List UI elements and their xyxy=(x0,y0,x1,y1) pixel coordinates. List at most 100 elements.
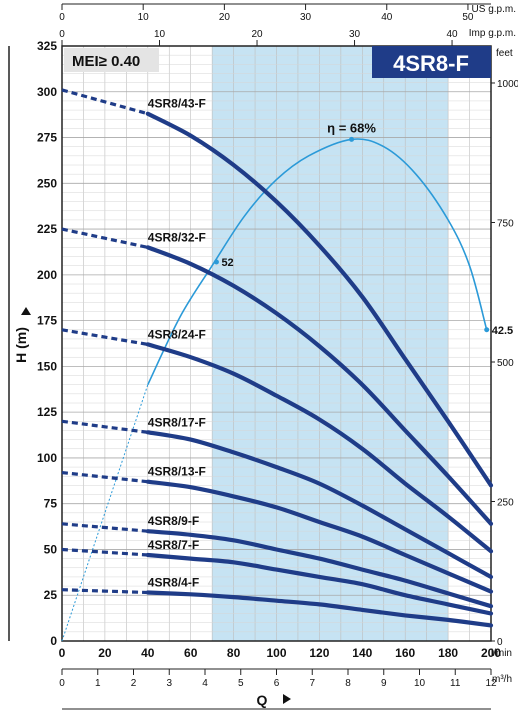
efficiency-point xyxy=(484,327,490,333)
y-tick-label: 25 xyxy=(44,588,58,602)
pump-curve-dashed xyxy=(61,88,149,116)
feet-tick-label: 750 xyxy=(497,218,514,229)
pump-curve xyxy=(145,245,494,526)
x-tick-label: 180 xyxy=(438,646,458,660)
y-tick-label: 175 xyxy=(37,314,57,328)
m3h-tick-label: 2 xyxy=(131,678,137,689)
us-tick-label: 0 xyxy=(59,12,65,23)
pump-curve-label: 4SR8/4-F xyxy=(148,575,199,589)
us-gpm-tick-labels: 0 10 20 30 40 50 xyxy=(59,4,474,23)
m3h-tick-labels: 0 1 2 3 4 5 6 7 8 9 10 11 12 xyxy=(59,668,497,689)
efficiency-curve xyxy=(147,138,488,386)
y-tick-label: 300 xyxy=(37,85,57,99)
x-tick-label: 140 xyxy=(352,646,372,660)
efficiency-peak-label: η = 68% xyxy=(327,120,376,135)
y-tick-label: 150 xyxy=(37,359,57,373)
model-badge-label: 4SR8-F xyxy=(393,51,469,76)
m3h-tick-label: 7 xyxy=(309,678,315,689)
pump-curve xyxy=(145,111,494,488)
pump-curve-label: 4SR8/7-F xyxy=(148,538,199,552)
m3h-tick-label: 12 xyxy=(485,678,497,689)
imp-tick-label: 30 xyxy=(349,29,361,40)
pump-curve-label: 4SR8/32-F xyxy=(148,230,206,244)
y-axis-title: H (m) xyxy=(13,327,29,363)
pump-curve xyxy=(145,342,494,554)
pump-curve-dashed xyxy=(61,419,148,434)
m3h-tick-label: 11 xyxy=(450,678,461,689)
y-tick-label: 125 xyxy=(37,405,57,419)
y-tick-label: 250 xyxy=(37,176,57,190)
efficiency-extrapolation-line xyxy=(61,384,149,642)
x-axis-title: Q xyxy=(257,692,268,708)
m3h-tick-label: 10 xyxy=(414,678,426,689)
efficiency-point-label: 42.5 xyxy=(492,325,513,337)
pump-curve-dashed xyxy=(61,588,148,595)
pump-curve-dashed xyxy=(61,547,148,557)
pump-curve-dashed xyxy=(61,227,149,249)
efficiency-curve-group: η = 68% 52 42.5 xyxy=(61,120,513,642)
pump-curve-label: 4SR8/43-F xyxy=(148,97,206,111)
us-tick-label: 30 xyxy=(300,12,312,23)
grid xyxy=(61,45,492,642)
x-tick-label: 80 xyxy=(227,646,241,660)
feet-tick-label: 0 xyxy=(497,637,503,648)
mei-label-box xyxy=(64,48,159,72)
us-tick-label: 40 xyxy=(381,12,393,23)
y-tick-label: 275 xyxy=(37,131,57,145)
x-tick-label: 20 xyxy=(98,646,112,660)
feet-tick-label: 1000 xyxy=(497,79,518,90)
pump-curve xyxy=(145,552,494,616)
feet-tick-label: 500 xyxy=(497,358,514,369)
x-tick-label: 60 xyxy=(184,646,198,660)
m3h-tick-label: 8 xyxy=(345,678,351,689)
x-tick-label: 0 xyxy=(59,646,66,660)
y-tick-label: 100 xyxy=(37,451,57,465)
m3h-tick-label: 5 xyxy=(238,678,244,689)
us-gpm-unit-label: US g.p.m. xyxy=(472,4,516,15)
y-tick-label: 75 xyxy=(44,497,58,511)
x-tick-label: 120 xyxy=(309,646,329,660)
pump-curve-label: 4SR8/13-F xyxy=(148,465,206,479)
x-tick-label: 200 xyxy=(481,646,501,660)
imp-tick-label: 20 xyxy=(251,29,263,40)
pump-curve-label: 4SR8/24-F xyxy=(148,327,206,341)
efficiency-point-label: 52 xyxy=(221,257,233,269)
feet-unit-label: feet xyxy=(496,48,513,59)
imp-tick-label: 10 xyxy=(154,29,166,40)
y-tick-label: 325 xyxy=(37,39,57,53)
y-axis-title-group: H (m) xyxy=(13,307,31,363)
m3h-tick-label: 0 xyxy=(59,678,65,689)
m3h-tick-label: 9 xyxy=(381,678,387,689)
pump-curve xyxy=(145,430,494,579)
efficiency-point xyxy=(349,136,355,142)
imp-tick-label: 0 xyxy=(59,29,65,40)
us-tick-label: 10 xyxy=(138,12,150,23)
y-tick-label: 0 xyxy=(50,634,57,648)
y-tick-label: 50 xyxy=(44,542,58,556)
m3h-tick-label: 4 xyxy=(202,678,208,689)
us-tick-label: 50 xyxy=(462,12,474,23)
x-tick-label: 40 xyxy=(141,646,155,660)
pump-curve-label: 4SR8/9-F xyxy=(148,514,199,528)
x-tick-label: 100 xyxy=(266,646,286,660)
pump-curve xyxy=(145,479,494,594)
pump-curve-label: 4SR8/17-F xyxy=(148,415,206,429)
pump-curve-dashed xyxy=(61,471,148,484)
imp-gpm-unit-label: Imp g.p.m. xyxy=(469,28,516,39)
x-tick-label: 160 xyxy=(395,646,415,660)
feet-tick-label: 250 xyxy=(497,497,514,508)
imp-tick-label: 40 xyxy=(446,29,458,40)
m3h-tick-label: 3 xyxy=(166,678,172,689)
m3h-tick-label: 1 xyxy=(95,678,101,689)
x-axis-arrow-icon xyxy=(283,694,291,704)
m3h-tick-label: 6 xyxy=(274,678,280,689)
y-axis-arrow-icon xyxy=(21,307,31,315)
model-badge xyxy=(372,46,491,78)
y-tick-label: 225 xyxy=(37,222,57,236)
pump-curve xyxy=(145,590,494,628)
x-tick-labels: 0 20 40 60 80 100 120 140 160 180 200 xyxy=(59,646,502,660)
imp-gpm-tick-labels: 0 10 20 30 40 xyxy=(59,29,458,46)
series-group: 4SR8/43-F 4SR8/32-F 4SR8/24-F 4SR8/17-F 4SR8… xyxy=(61,88,494,628)
y-tick-labels: 0 25 50 75 100 125 150 175 200 225 250 275 300 325 xyxy=(37,39,57,648)
